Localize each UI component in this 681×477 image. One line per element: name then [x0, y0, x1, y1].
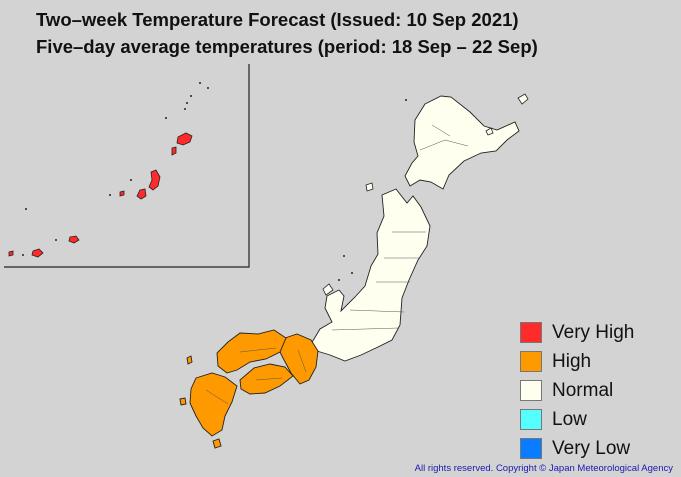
legend-swatch-high — [520, 351, 542, 372]
honshu-east — [310, 188, 431, 362]
legend-label-very-low: Very Low — [552, 437, 631, 459]
legend-swatch-low — [520, 409, 542, 430]
goto-islet — [179, 397, 187, 406]
legend-item-very-high: Very High — [520, 318, 634, 347]
legend-swatch-very-high — [520, 322, 542, 343]
tanegashima-islet — [212, 438, 222, 449]
legend-item-very-low: Very Low — [520, 434, 634, 463]
kyushu — [189, 372, 238, 437]
legend-swatch-normal — [520, 380, 542, 401]
prefecture-borders — [205, 124, 469, 405]
map-title: Two–week Temperature Forecast (Issued: 1… — [36, 9, 519, 30]
copyright-notice: All rights reserved. Copyright © Japan M… — [414, 463, 673, 474]
western-japan-region — [179, 329, 319, 449]
map-subtitle: Five–day average temperatures (period: 1… — [36, 36, 538, 57]
legend-swatch-very-low — [520, 438, 542, 459]
legend-item-normal: Normal — [520, 376, 634, 405]
noto-islet — [322, 283, 334, 296]
legend-label-high: High — [552, 350, 592, 372]
sado-islet — [365, 182, 374, 192]
legend-label-low: Low — [552, 408, 587, 430]
legend-item-low: Low — [520, 405, 634, 434]
inset-frame — [4, 64, 250, 268]
kuril-islet — [517, 93, 529, 105]
hokkaido-islet — [485, 127, 494, 136]
small-islets — [22, 82, 407, 281]
kinki — [277, 333, 319, 385]
hokkaido — [404, 95, 520, 190]
legend-label-normal: Normal — [552, 379, 614, 401]
chugoku — [216, 329, 287, 374]
legend: Very High High Normal Low Very Low — [520, 318, 634, 463]
okinawa-islands — [8, 132, 193, 258]
legend-label-very-high: Very High — [552, 321, 635, 343]
legend-item-high: High — [520, 347, 634, 376]
tsushima-islet — [186, 355, 193, 365]
